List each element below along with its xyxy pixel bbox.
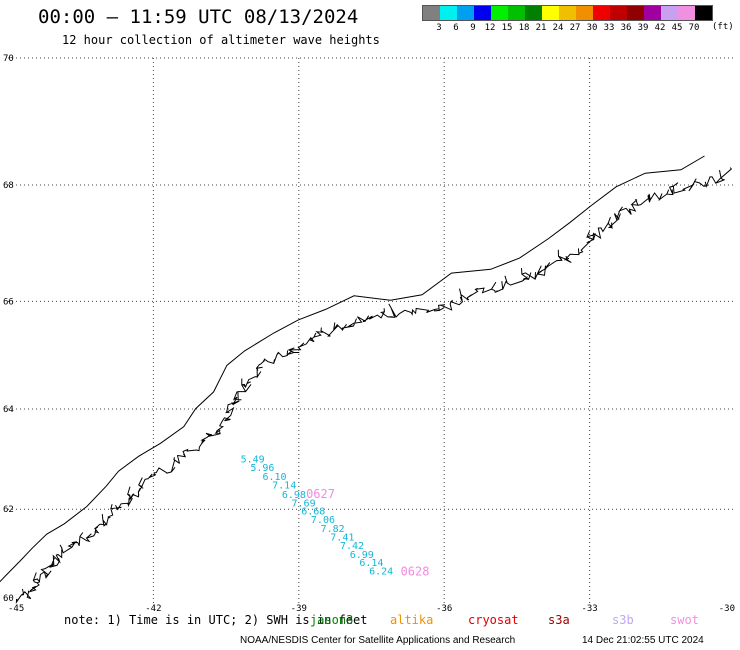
wave-height-label: 7.82	[321, 524, 345, 535]
legend-unit: (ft)	[712, 22, 734, 32]
map-frame	[8, 58, 735, 603]
legend-label: 24	[552, 23, 564, 33]
legend-label: 36	[620, 23, 632, 33]
legend-label: 27	[569, 23, 581, 33]
satellite-altika: altika	[390, 613, 434, 627]
satellite-jason3: jason3	[310, 613, 354, 627]
lat-label: 60	[3, 594, 14, 604]
legend-swatch	[661, 6, 678, 20]
axis-labels: 70 68 66 64 62 60-45 -42 -39 -36 -33 -30	[3, 54, 735, 614]
legend-swatch	[457, 6, 474, 20]
lon-label: -33	[581, 604, 597, 614]
legend-swatch	[423, 6, 440, 20]
legend-swatch	[542, 6, 559, 20]
wave-height-label: 6.99	[350, 550, 374, 561]
legend-swatch	[593, 6, 610, 20]
wave-height-labels: 5.495.966.107.146.987.696.687.067.827.41…	[241, 454, 394, 577]
legend-label: 6	[453, 23, 459, 33]
legend-color-bar	[422, 5, 713, 21]
legend-label: 21	[535, 23, 547, 33]
wave-height-label: 7.69	[292, 498, 316, 509]
legend-swatch	[525, 6, 542, 20]
wave-height-label: 7.42	[340, 541, 364, 552]
legend-label: 18	[518, 23, 530, 33]
wave-height-label: 6.14	[359, 558, 383, 569]
legend-label: 9	[470, 23, 476, 33]
lon-label: -45	[8, 604, 24, 614]
color-legend: 3 6 9 12 15 18 21 24 27 30 33 36 39 42 45 70	[422, 5, 713, 37]
wave-height-label: 6.10	[262, 472, 286, 483]
lat-label: 62	[3, 505, 14, 515]
legend-swatch	[627, 6, 644, 20]
wave-height-label: 7.14	[272, 481, 296, 492]
legend-label: 70	[688, 23, 700, 33]
legend-label: 30	[586, 23, 598, 33]
map-subtitle: 12 hour collection of altimeter wave hei…	[62, 33, 380, 47]
lon-label: -39	[291, 604, 307, 614]
legend-label: 33	[603, 23, 615, 33]
lon-label: -30	[719, 604, 735, 614]
legend-swatch	[474, 6, 491, 20]
legend-label: 15	[501, 23, 513, 33]
legend-label: 12	[484, 23, 496, 33]
wave-height-label: 5.96	[250, 463, 274, 474]
wave-height-label: 6.68	[301, 507, 325, 518]
legend-swatch	[491, 6, 508, 20]
legend-swatch	[644, 6, 661, 20]
satellite-swot: swot	[670, 613, 699, 627]
legend-swatch	[678, 6, 695, 20]
wave-height-label: 7.41	[330, 532, 354, 543]
lat-lon-grid	[8, 57, 735, 603]
legend-swatch	[559, 6, 576, 20]
map-title: 00:00 – 11:59 UTC 08/13/2024	[38, 6, 359, 28]
lat-label: 68	[3, 181, 14, 191]
satellite-s3b: s3b	[612, 613, 634, 627]
legend-swatch	[576, 6, 593, 20]
wave-height-label: 5.49	[241, 454, 265, 465]
pass-time-labels: 0627 0628	[306, 487, 429, 578]
legend-label: 3	[436, 23, 442, 33]
lat-label: 66	[3, 297, 14, 307]
lat-label: 64	[3, 405, 14, 415]
wave-height-label: 6.98	[282, 490, 306, 501]
legend-swatch	[440, 6, 457, 20]
legend-label: 42	[654, 23, 666, 33]
legend-label: 45	[671, 23, 683, 33]
legend-labels: 3 6 9 12 15 18 21 24 27 30 33 36 39 42 45 70	[422, 23, 713, 37]
lon-label: -42	[145, 604, 161, 614]
lat-label: 70	[3, 54, 14, 64]
footer-note: note: 1) Time is in UTC; 2) SWH is in fe…	[64, 613, 368, 627]
wave-height-label: 7.06	[311, 515, 335, 526]
legend-swatch	[508, 6, 525, 20]
legend-label: 39	[637, 23, 649, 33]
pass-time-label: 0628	[401, 564, 430, 578]
generated-timestamp: 14 Dec 21:02:55 UTC 2024	[582, 635, 704, 646]
lon-label: -36	[436, 604, 452, 614]
credit-line: NOAA/NESDIS Center for Satellite Applica…	[240, 635, 516, 646]
coastline-path	[15, 167, 732, 604]
satellite-cryosat: cryosat	[468, 613, 519, 627]
wave-height-label: 6.24	[369, 567, 393, 578]
legend-swatch	[695, 6, 712, 20]
satellite-s3a: s3a	[548, 613, 570, 627]
inland-coastline-path	[0, 155, 705, 583]
greenland-coastline	[0, 155, 732, 604]
legend-swatch	[610, 6, 627, 20]
pass-time-label: 0627	[306, 487, 335, 501]
